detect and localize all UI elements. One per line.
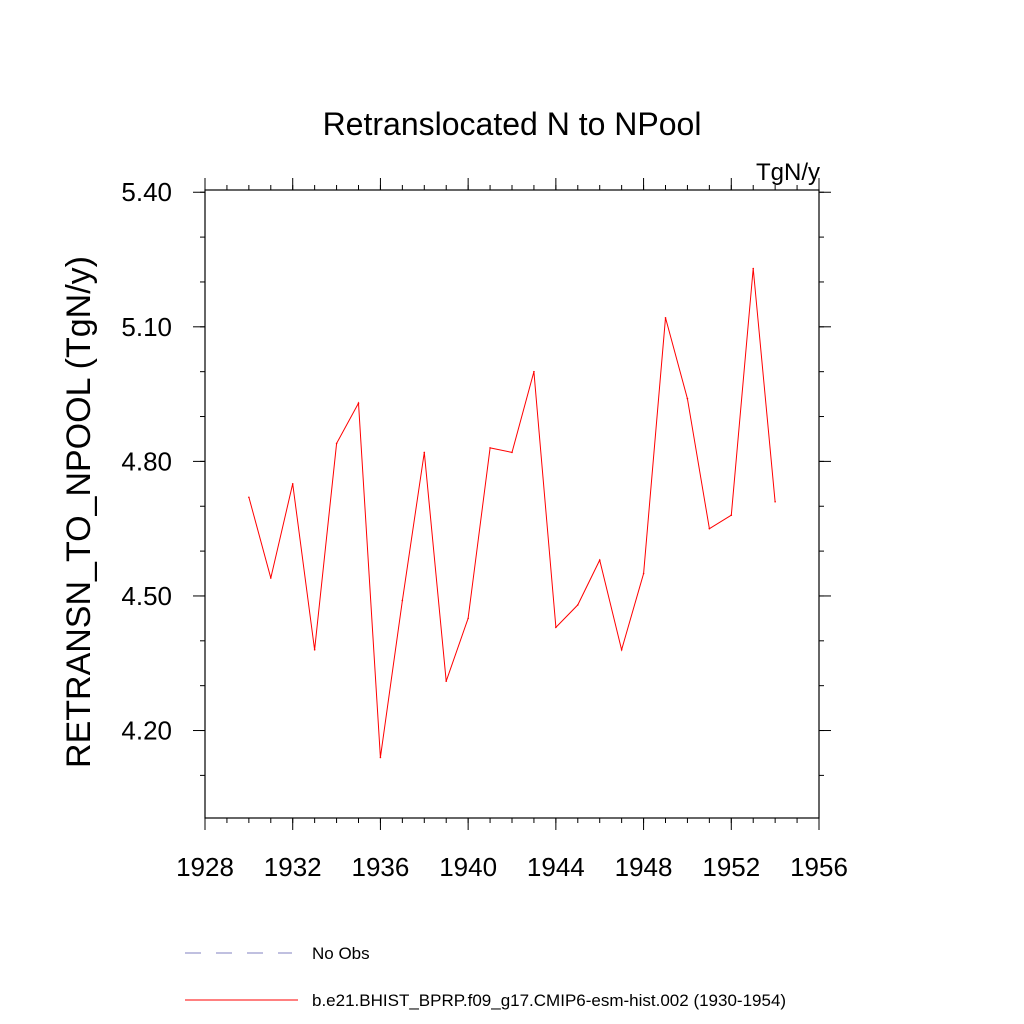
y-tick-label: 5.10 <box>121 312 172 342</box>
data-point <box>489 447 491 449</box>
data-point <box>445 680 448 682</box>
y-tick-label: 4.80 <box>121 446 172 476</box>
y-tick-label: 4.20 <box>121 716 172 746</box>
legend-label-no-obs: No Obs <box>312 944 370 963</box>
data-point <box>708 527 711 530</box>
data-point <box>379 756 382 759</box>
data-point <box>576 604 579 606</box>
x-tick-label: 1940 <box>439 852 497 882</box>
data-point <box>467 617 469 620</box>
data-point <box>533 370 535 373</box>
x-tick-label: 1956 <box>790 852 848 882</box>
series-line <box>248 268 776 758</box>
x-tick-label: 1944 <box>527 852 585 882</box>
data-point <box>423 451 426 454</box>
y-tick-label: 4.50 <box>121 581 172 611</box>
data-point <box>335 442 338 445</box>
plot-border <box>204 189 820 819</box>
y-axis-label: RETRANSN_TO_NPOOL (TgN/y) <box>60 256 98 768</box>
x-tick-label: 1948 <box>615 852 673 882</box>
y-tick-label: 5.40 <box>121 177 172 207</box>
x-tick-label: 1936 <box>352 852 410 882</box>
data-point <box>248 496 250 499</box>
x-tick-label: 1928 <box>176 852 234 882</box>
data-point <box>642 572 645 575</box>
plot-frame <box>204 189 820 819</box>
x-axis: 1928 1932 1936 1940 1944 1948 1952 1956 <box>176 178 848 882</box>
data-point <box>313 648 316 651</box>
chart-title: Retranslocated N to NPool <box>323 106 702 142</box>
data-point <box>686 397 689 400</box>
data-point <box>269 577 272 579</box>
series-layer <box>248 267 776 759</box>
data-point <box>598 559 601 561</box>
legend-label-model-run: b.e21.BHIST_BPRP.f09_g17.CMIP6-esm-hist.… <box>312 991 786 1010</box>
data-point <box>620 648 623 651</box>
x-tick-label: 1932 <box>264 852 322 882</box>
data-point <box>291 483 294 485</box>
data-point <box>555 626 557 629</box>
legend: No Obs b.e21.BHIST_BPRP.f09_g17.CMIP6-es… <box>185 944 786 1010</box>
data-point <box>730 514 733 517</box>
data-point <box>752 267 755 270</box>
data-point <box>401 599 404 602</box>
y-axis: 4.20 4.50 4.80 5.10 5.40 <box>121 177 831 776</box>
x-tick-label: 1952 <box>702 852 760 882</box>
data-point <box>774 500 776 503</box>
data-point <box>664 317 667 319</box>
units-label: TgN/y <box>756 159 820 186</box>
data-point <box>511 451 513 454</box>
data-point <box>357 402 360 404</box>
